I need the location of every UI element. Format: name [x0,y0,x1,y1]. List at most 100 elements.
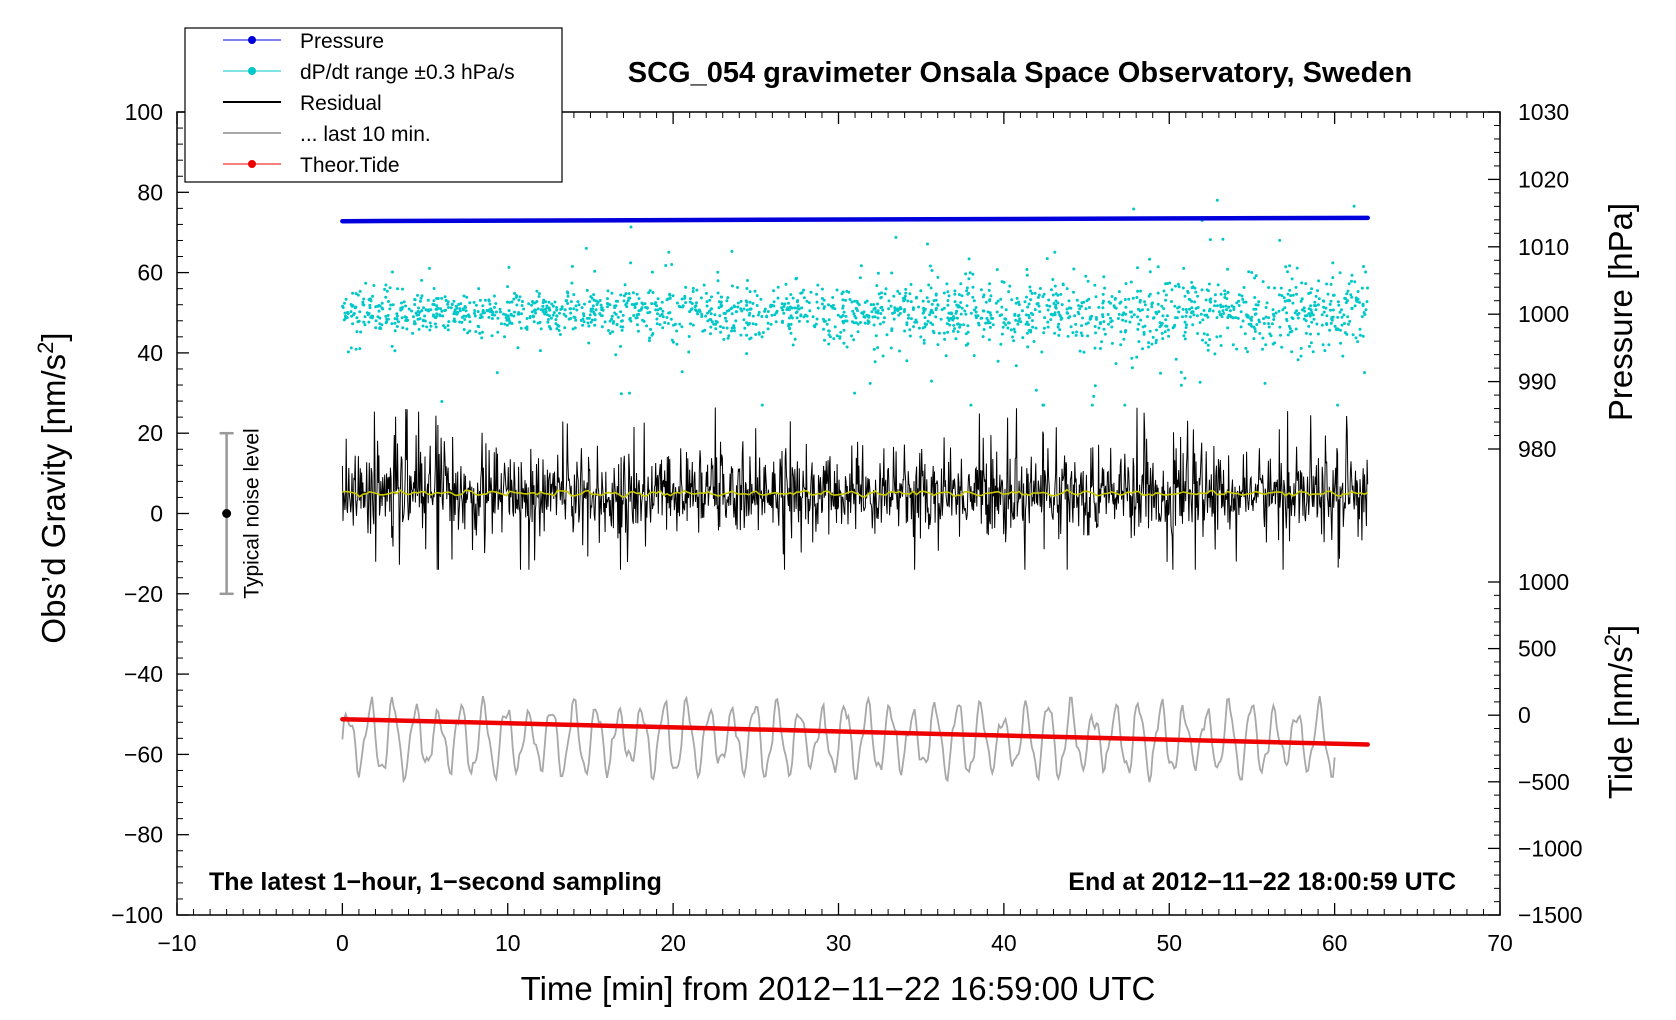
dpdt-point [793,337,797,341]
dpdt-point [1071,331,1075,335]
dpdt-point [1018,317,1022,321]
dpdt-point [835,288,839,292]
dpdt-point [438,313,442,317]
dpdt-point [1207,282,1211,286]
dpdt-point [766,310,770,313]
series-pressure-line [340,215,1370,224]
dpdt-point [636,323,639,327]
dpdt-point [536,307,540,311]
dpdt-point [1329,282,1333,286]
dpdt-point [989,294,993,298]
dpdt-point [361,302,365,306]
dpdt-point [1200,288,1204,292]
dpdt-point [480,315,484,319]
pressure-tick-label: 990 [1518,369,1556,395]
y-axis-left-title: Obs’d Gravity [nm/s2] [33,332,72,643]
dpdt-point [1219,303,1222,307]
dpdt-point [1093,325,1097,328]
dpdt-point [958,325,962,329]
dpdt-point [1279,286,1283,290]
dpdt-point [576,300,580,304]
dpdt-point [386,317,390,321]
dpdt-point [872,347,876,351]
dpdt-point [1110,319,1114,323]
dpdt-point [876,311,880,315]
dpdt-point [797,319,801,323]
dpdt-point [733,329,736,333]
dpdt-point [1316,303,1320,307]
dpdt-point [859,264,863,268]
dpdt-point [508,321,512,325]
dpdt-point [506,314,510,318]
dpdt-point [739,299,743,303]
dpdt-point [641,302,645,306]
dpdt-point [709,312,713,316]
dpdt-point [1194,290,1198,294]
dpdt-point [1228,309,1232,313]
dpdt-point [946,330,950,334]
dpdt-point [1338,271,1342,275]
dpdt-point [934,315,938,319]
dpdt-point [1358,300,1361,304]
dpdt-point [1239,325,1243,329]
dpdt-point [1119,330,1123,334]
dpdt-point [1095,317,1098,321]
dpdt-point [616,299,619,303]
dpdt-point [749,336,753,340]
dpdt-point [953,289,957,293]
dpdt-point [1346,289,1350,293]
dpdt-point [1084,274,1088,278]
dpdt-point [622,294,626,298]
dpdt-point [964,312,968,316]
dpdt-point [719,325,722,329]
dpdt-point [624,292,628,296]
dpdt-point [619,392,623,396]
dpdt-point [555,314,559,318]
dpdt-point [379,327,383,330]
dpdt-point [413,303,417,306]
dpdt-point [979,316,983,320]
dpdt-point [552,311,556,315]
dpdt-point [1246,350,1249,354]
dpdt-point [1030,292,1034,295]
dpdt-point [1329,299,1333,303]
dpdt-point [1349,293,1353,297]
dpdt-point [1109,301,1112,305]
dpdt-point [675,342,679,346]
dpdt-point [822,319,826,323]
dpdt-point [1163,330,1167,334]
dpdt-point [982,328,986,331]
dpdt-point [815,292,819,296]
dpdt-point [811,315,815,319]
y-left-tick-label: 100 [125,99,163,125]
dpdt-point [1307,307,1311,311]
dpdt-point [781,321,784,324]
dpdt-point [426,298,430,302]
dpdt-point [982,309,986,313]
dpdt-point [1358,327,1362,331]
dpdt-point [755,304,759,307]
dpdt-point [971,272,975,276]
dpdt-point [1141,347,1144,351]
dpdt-point [951,329,955,333]
dpdt-point [966,324,970,328]
legend-entry-last10: ... last 10 min. [223,123,431,146]
dpdt-point [1314,308,1318,312]
dpdt-point [708,309,711,313]
dpdt-point [637,297,641,301]
dpdt-point [1166,328,1170,332]
dpdt-point [840,292,844,296]
dpdt-point [730,249,734,253]
dpdt-point [395,314,399,318]
dpdt-point [683,294,687,298]
dpdt-point [1281,308,1285,312]
dpdt-point [549,316,553,320]
dpdt-point [418,299,422,303]
dpdt-point [1312,317,1316,321]
dpdt-point [428,266,431,270]
dpdt-point [742,307,746,311]
dpdt-point [1309,304,1313,308]
dpdt-point [841,304,845,308]
dpdt-point [544,300,548,304]
axis-ticks: −10 0 10 20 30 40 50 60 70100806040200−20−40−60−… [111,99,1582,956]
